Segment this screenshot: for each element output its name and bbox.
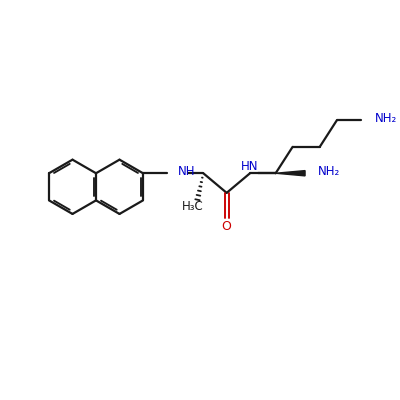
Text: O: O: [222, 220, 232, 232]
Text: HN: HN: [241, 160, 259, 173]
Text: H₃C: H₃C: [182, 200, 204, 212]
Text: NH₂: NH₂: [375, 112, 397, 125]
Polygon shape: [276, 171, 305, 176]
Text: NH₂: NH₂: [318, 165, 340, 178]
Text: NH: NH: [178, 165, 195, 178]
